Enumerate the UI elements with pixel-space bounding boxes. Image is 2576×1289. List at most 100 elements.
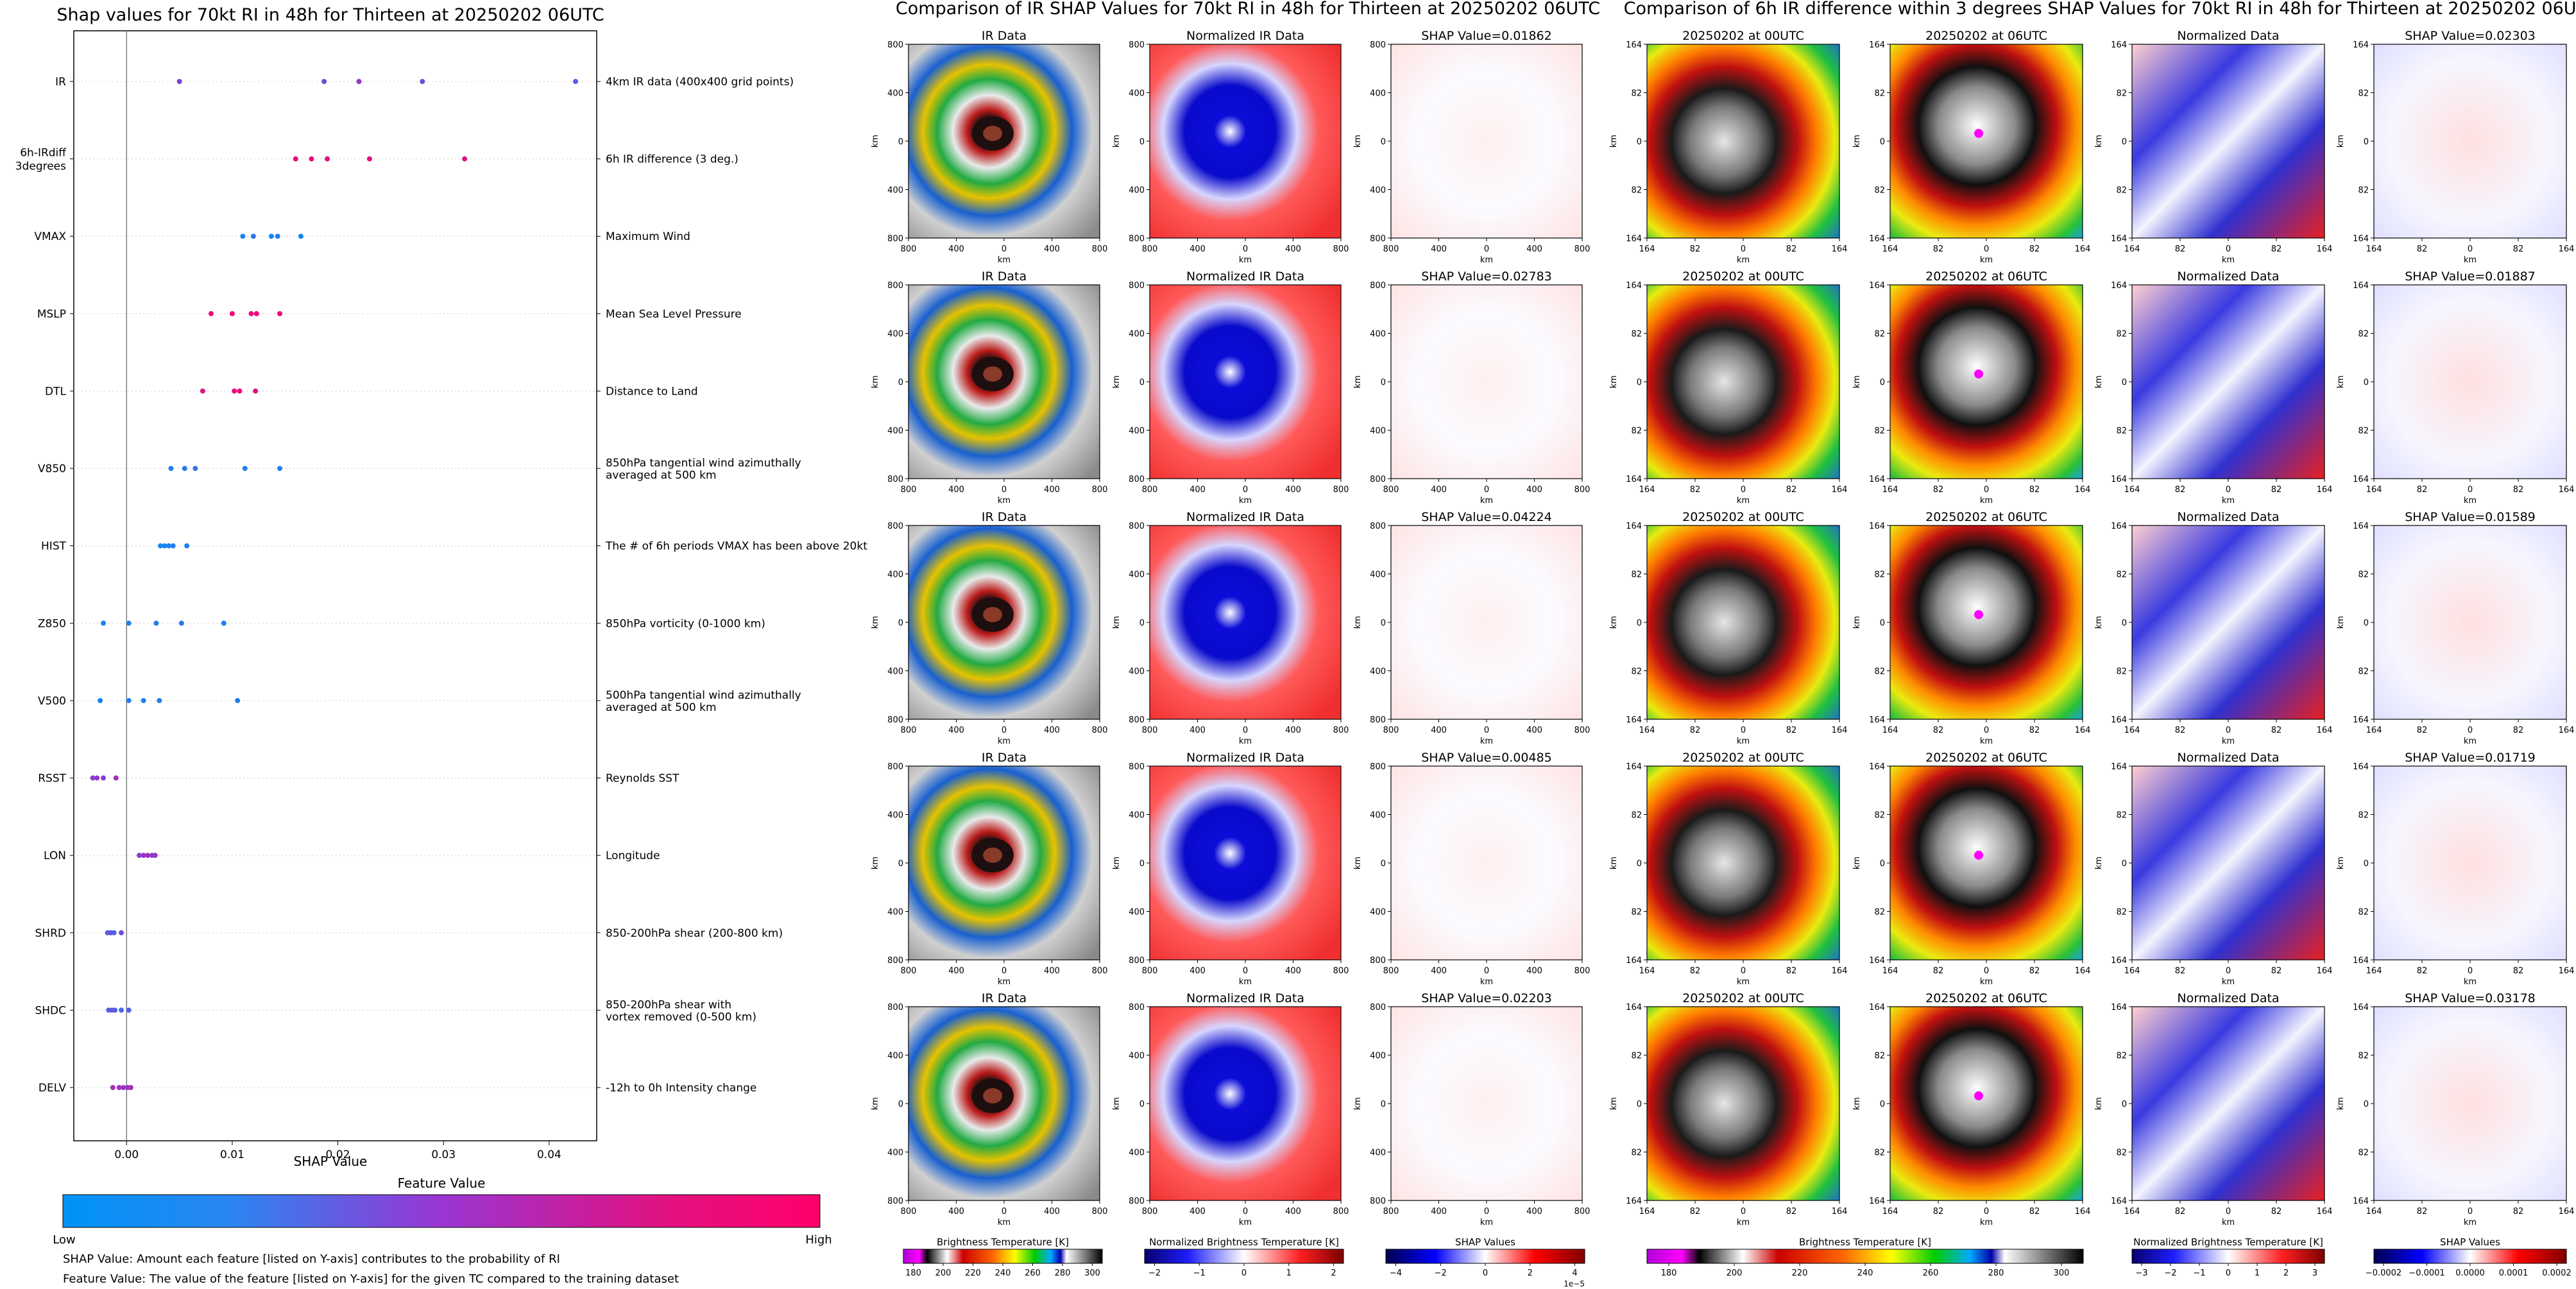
x-tick-label: 400	[1285, 244, 1301, 254]
y-axis-label: km	[2094, 616, 2104, 629]
shap-point	[573, 79, 579, 84]
y-tick-label: 800	[1370, 715, 1386, 725]
x-tick-label: 0	[1984, 726, 1989, 735]
y-tick-label: 82	[2358, 667, 2369, 677]
y-tick-label: 164	[2111, 956, 2127, 966]
x-tick-label: 164	[2124, 726, 2140, 735]
x-axis-label: km	[1480, 496, 1493, 506]
colorbar-tick-label: 4	[1572, 1268, 1577, 1278]
shap-point	[253, 311, 259, 316]
x-tick-label: 0	[2468, 485, 2473, 495]
shap-point	[98, 697, 103, 703]
irdiff-shap-colorbar: SHAP Values −0.0002 −0.0001 0.0000 0.0001 0.0…	[2366, 1236, 2572, 1278]
subplot-title: IR Data	[982, 29, 1027, 43]
normalized-ir-panel: Normalized IR Data8008004004000040040080…	[1112, 751, 1349, 987]
normalized-ir-panel: Normalized IR Data8008004004000040040080…	[1112, 991, 1349, 1227]
shap-x-axis-label: SHAP Value	[294, 1154, 368, 1169]
x-tick-label: 0	[1002, 1207, 1007, 1216]
y-tick-label: 800	[1129, 281, 1145, 291]
shap-point	[298, 234, 303, 239]
subplot-image	[1390, 284, 1583, 479]
shap-point	[176, 79, 182, 84]
x-tick-label: 400	[1190, 485, 1206, 495]
ir-brightness-colorbar: Brightness Temperature [K] 180 200 220 240 26…	[903, 1236, 1103, 1278]
y-axis-label: km	[2336, 135, 2346, 148]
subplot-title: IR Data	[982, 751, 1027, 765]
storm-center-marker	[1974, 128, 1983, 138]
subplot-image	[1889, 284, 2083, 479]
shap-point	[119, 1007, 124, 1013]
subplot-title: Normalized IR Data	[1186, 269, 1304, 284]
x-tick-label: 800	[1574, 966, 1591, 976]
x-tick-label: 400	[1190, 1207, 1206, 1216]
feature-name-label: V500	[38, 695, 66, 708]
y-tick-label: 800	[1370, 1003, 1386, 1012]
y-tick-label: 164	[1869, 522, 1885, 531]
y-tick-label: 82	[1874, 1052, 1885, 1061]
feature-description-label: 4km IR data (400x400 grid points)	[606, 76, 794, 89]
irdiff-normalized-colorbar: Normalized Brightness Temperature [K] −3 −…	[2131, 1236, 2325, 1278]
y-tick-label: 400	[1370, 1052, 1386, 1061]
x-tick-label: 400	[1285, 726, 1301, 735]
subplot-image	[1646, 44, 1840, 239]
subplot-title: SHAP Value=0.01589	[2405, 510, 2536, 524]
y-tick-label: 0	[1139, 137, 1145, 147]
x-axis-label: km	[998, 496, 1011, 506]
feature-colorbar-low-label: Low	[53, 1233, 75, 1247]
subplot-title: Normalized Data	[2177, 991, 2279, 1005]
x-tick-label: 800	[1333, 966, 1349, 976]
x-tick-label: 0	[1243, 244, 1248, 254]
feature-description-label: 850-200hPa shear (200-800 km)	[606, 927, 783, 940]
y-tick-label: 0	[1381, 859, 1386, 869]
x-tick-label: 164	[1832, 244, 1848, 254]
colorbar-tick-label: −4	[1390, 1268, 1402, 1278]
x-tick-label: 800	[1574, 244, 1591, 254]
y-tick-label: 400	[887, 427, 903, 436]
feature-description-label: Distance to Land	[606, 385, 698, 398]
subplot-image	[2131, 765, 2325, 960]
shap-point	[221, 620, 226, 626]
irdiff-shap-comparison-panel: Comparison of 6h IR difference within 3 …	[1609, 0, 2576, 1278]
feature-name-line: DELV	[38, 1082, 66, 1095]
x-axis-label: km	[998, 737, 1011, 746]
y-tick-label: 0	[898, 619, 903, 628]
y-axis-label: km	[1112, 1097, 1122, 1110]
y-tick-label: 0	[1880, 859, 1885, 869]
x-tick-label: 0	[2226, 244, 2231, 254]
subplot-image	[2131, 525, 2325, 720]
y-tick-label: 164	[2353, 281, 2369, 291]
x-tick-label: 82	[1933, 966, 1944, 976]
x-tick-label: 400	[948, 244, 964, 254]
x-tick-label: 164	[1882, 244, 1898, 254]
colorbar-tick-label: 180	[905, 1268, 921, 1278]
shap-point	[462, 156, 468, 162]
feature-colorbar	[62, 1194, 821, 1228]
y-tick-label: 0	[1139, 378, 1145, 388]
colorbar-tick-label: 240	[995, 1268, 1011, 1278]
y-tick-label: 82	[1631, 570, 1642, 580]
shap-point	[170, 543, 176, 549]
shap-point	[101, 775, 107, 781]
y-axis-label: km	[2336, 375, 2346, 388]
feature-name-line: Z850	[38, 617, 66, 630]
x-tick-label: 0.02	[326, 1148, 350, 1161]
feature-name-line: RSST	[38, 773, 66, 785]
x-tick-label: 400	[948, 1207, 964, 1216]
y-tick-label: 0	[1139, 1100, 1145, 1109]
y-tick-label: 164	[1626, 522, 1642, 531]
y-tick-label: 400	[1129, 667, 1145, 677]
x-tick-label: 0	[1002, 485, 1007, 495]
x-tick-label: 800	[1092, 966, 1108, 976]
y-axis-label: km	[1852, 616, 1862, 629]
y-tick-label: 164	[2353, 234, 2369, 244]
subplot-image	[1149, 284, 1342, 479]
shap-point	[141, 853, 146, 858]
subplot-image	[1149, 765, 1342, 960]
x-tick-label: 800	[1092, 244, 1108, 254]
normalized-ir-panel: Normalized IR Data8008004004000040040080…	[1112, 510, 1349, 746]
subplot-image	[1646, 284, 1840, 479]
shap-point	[119, 930, 124, 935]
x-tick-label: 164	[2317, 1207, 2333, 1216]
x-tick-label: 0	[1484, 485, 1489, 495]
